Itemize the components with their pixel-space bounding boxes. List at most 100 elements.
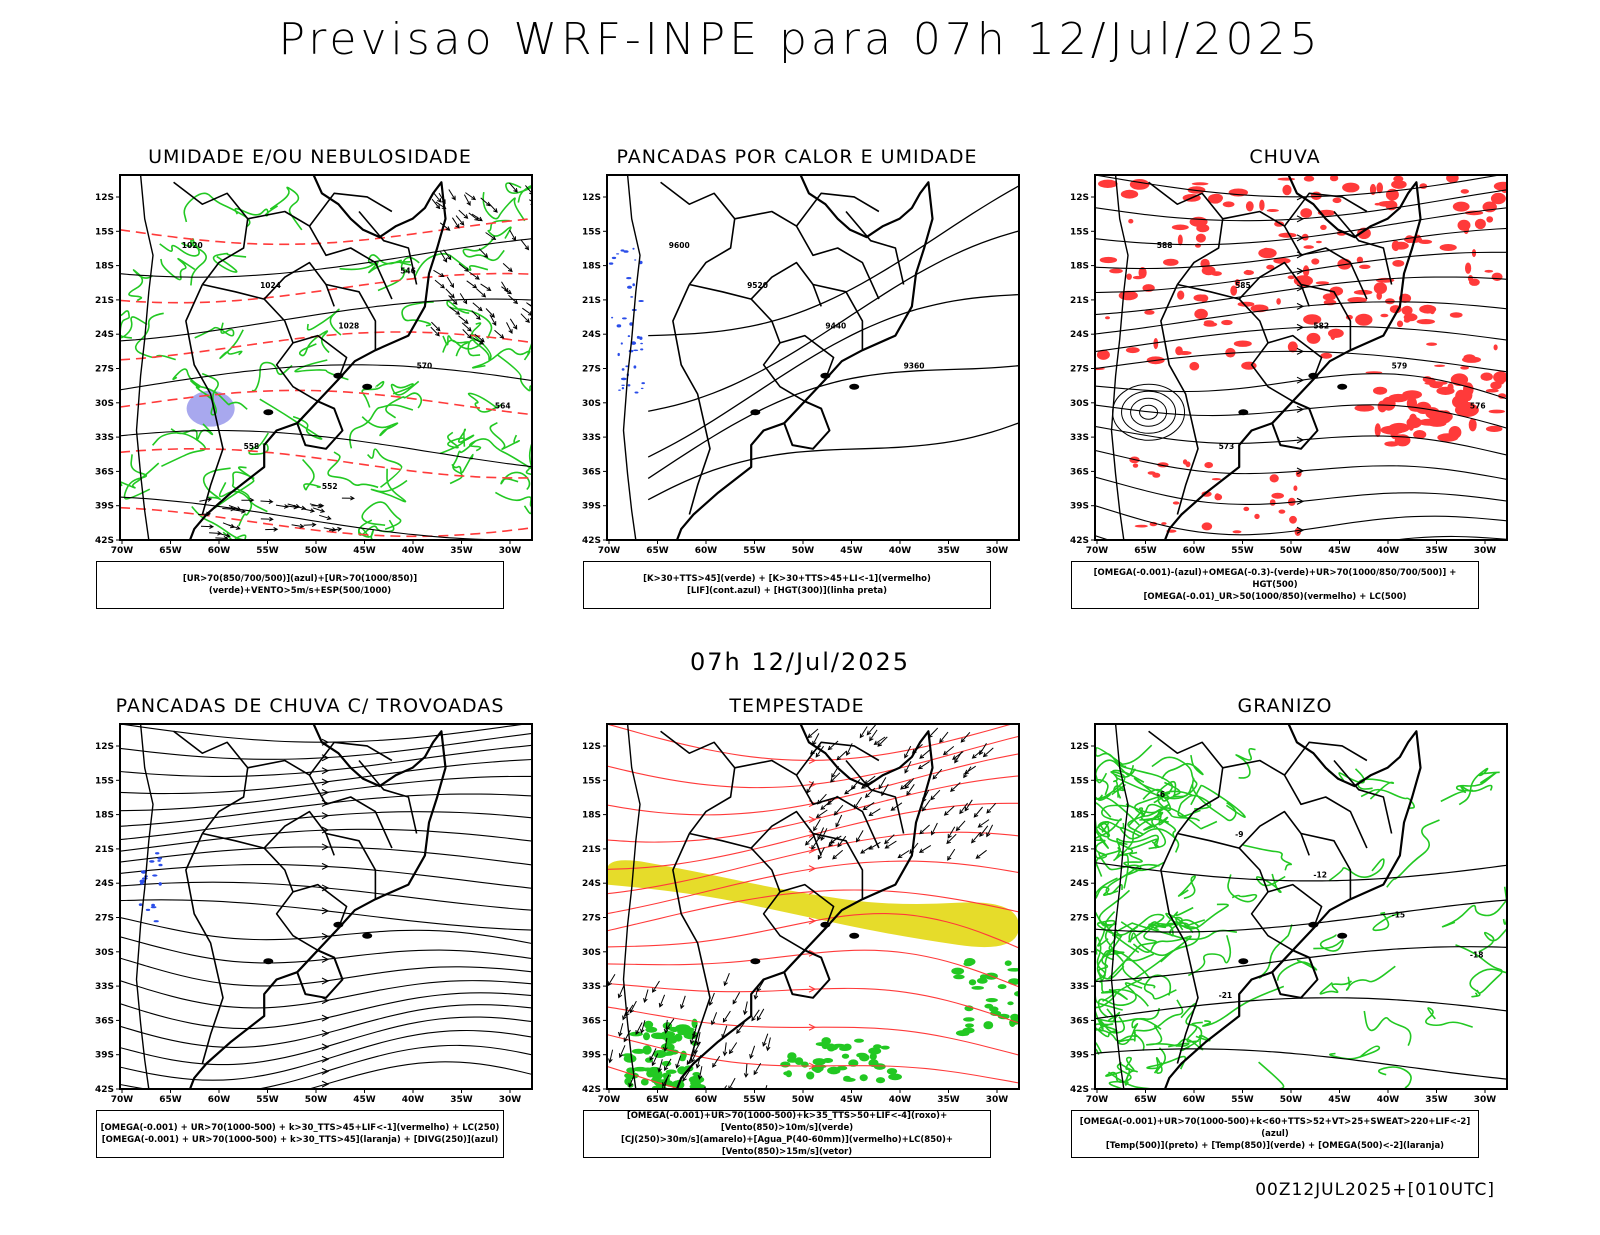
temp850-contour-green (1469, 968, 1507, 998)
rain-area-red (1300, 208, 1313, 218)
rain-area-red (1392, 260, 1405, 267)
wind-vector (897, 850, 910, 859)
rain-area-red (1230, 285, 1238, 296)
streamline-arrow (321, 955, 330, 963)
streamline-arrow (808, 846, 817, 854)
lat-tick-label: 18S (95, 262, 114, 272)
wind-vector (833, 804, 844, 816)
humidity-contour-green (470, 322, 492, 362)
lon-tick-label: 45W (353, 1095, 376, 1105)
panel-umidade: UMIDADE E/OU NEBULOSIDADE 1020 1024 1028 57… (80, 146, 540, 686)
rain-area-red (1195, 233, 1206, 243)
uruguay-outline (1271, 949, 1319, 999)
lon-tick-label: 55W (256, 546, 279, 556)
political-border (1300, 283, 1352, 351)
lon-tick-label: 55W (256, 1095, 279, 1105)
temp850-contour-green (1095, 737, 1124, 766)
wind-vector (529, 199, 532, 203)
political-border (1300, 832, 1352, 900)
wind-vector (836, 750, 848, 761)
lif-contour-blue (630, 341, 637, 345)
map-layers (120, 724, 532, 1089)
wind-850-green (689, 1083, 706, 1089)
wind-vector (884, 834, 895, 845)
wind-850-green (642, 1045, 652, 1055)
uruguay-outline (296, 949, 344, 999)
map-layers: 1020 1024 1028 570 564 558 552 546 (120, 175, 532, 540)
rain-area-red (1357, 227, 1371, 239)
temp850-contour-green (1119, 744, 1174, 804)
humidity-contour-green (482, 191, 526, 222)
humidity-contour-green (202, 467, 231, 501)
wind-vector (975, 849, 987, 859)
political-border (1283, 741, 1368, 776)
temp850-contour-green (1177, 794, 1212, 818)
lon-tick-label: 55W (743, 1095, 766, 1105)
wind-vector (844, 785, 856, 795)
political-border (263, 261, 335, 307)
lif-contour-blue (639, 336, 643, 340)
contour-label: 1024 (260, 281, 281, 290)
wind-vector (489, 314, 497, 326)
wind-vector (302, 508, 316, 513)
lat-tick-label: 18S (1070, 811, 1089, 821)
wind-vector (608, 1049, 614, 1064)
rain-area-red (1303, 175, 1315, 182)
temp500-contour-black (1095, 1048, 1507, 1080)
humidity-contour-green (505, 182, 532, 203)
wind-vector (971, 749, 983, 759)
wind-850-green (965, 1023, 974, 1028)
wind-850-green (843, 1077, 856, 1082)
wind-vector (813, 819, 821, 832)
temp850-contour-green (1243, 844, 1293, 871)
wind-vector (765, 1085, 768, 1089)
temp850-contour-green (1328, 858, 1385, 882)
wind-850-green (841, 1053, 850, 1059)
wind-vector (890, 802, 903, 811)
panel-trovoadas: PANCADAS DE CHUVA C/ TROVOADAS 12S 15S 18S… (80, 695, 540, 1235)
wind-vector (832, 849, 844, 860)
rain-area-red (1287, 341, 1298, 353)
wind-vector (837, 835, 847, 848)
wind-vector (506, 322, 513, 335)
temp850-contour-green (1107, 925, 1158, 980)
streamline-arrow (808, 949, 817, 957)
streamline-arrow (808, 816, 817, 824)
wind-vector (458, 315, 469, 324)
wind-vector (275, 504, 289, 509)
wind-850-green (822, 1058, 834, 1063)
temp850-contour-green (1148, 916, 1184, 937)
wind-vector (472, 302, 483, 312)
map-plot: 588 585 582 579 576 573 12S 15S 18S 21S 24S 27S 30S 3… (1070, 174, 1508, 556)
rain-area-red (1462, 389, 1473, 402)
lat-tick-label: 27S (95, 914, 114, 924)
rain-area-red (1245, 201, 1254, 212)
temp850-contour-green (1187, 935, 1232, 977)
wind-vector (468, 212, 480, 221)
humidity-contour-green (172, 368, 201, 389)
wind-vector (448, 295, 458, 305)
lif-contour-blue (611, 316, 614, 319)
lon-tick-label: 45W (1328, 1095, 1351, 1105)
wind-850-green (983, 1021, 994, 1030)
temp850-contour-green (1458, 767, 1500, 806)
wind-850-green (626, 1067, 636, 1074)
wind-vector (697, 1066, 703, 1080)
wind-vector (835, 814, 843, 828)
rain-area-red (1315, 240, 1322, 244)
legend-line: [OMEGA(-0.001)-(azul)+OMEGA(-0.3)-(verde… (1093, 568, 1457, 590)
lif-contour-blue (617, 352, 620, 357)
contour-label: -18 (1470, 951, 1484, 960)
hgt300-contour (647, 365, 1019, 479)
wind-vector (228, 524, 241, 530)
wind-vector (877, 736, 888, 747)
wind-vector (695, 1031, 701, 1046)
plot-frame (1094, 174, 1508, 541)
temp850-contour-green (1202, 985, 1285, 1027)
rain-area-red (1204, 462, 1213, 469)
wind-vector (471, 213, 483, 222)
wind-vector (689, 1030, 695, 1045)
temp850-contour-green (1128, 926, 1174, 957)
wind-vector (868, 808, 881, 817)
rain-area-red (1232, 530, 1242, 534)
